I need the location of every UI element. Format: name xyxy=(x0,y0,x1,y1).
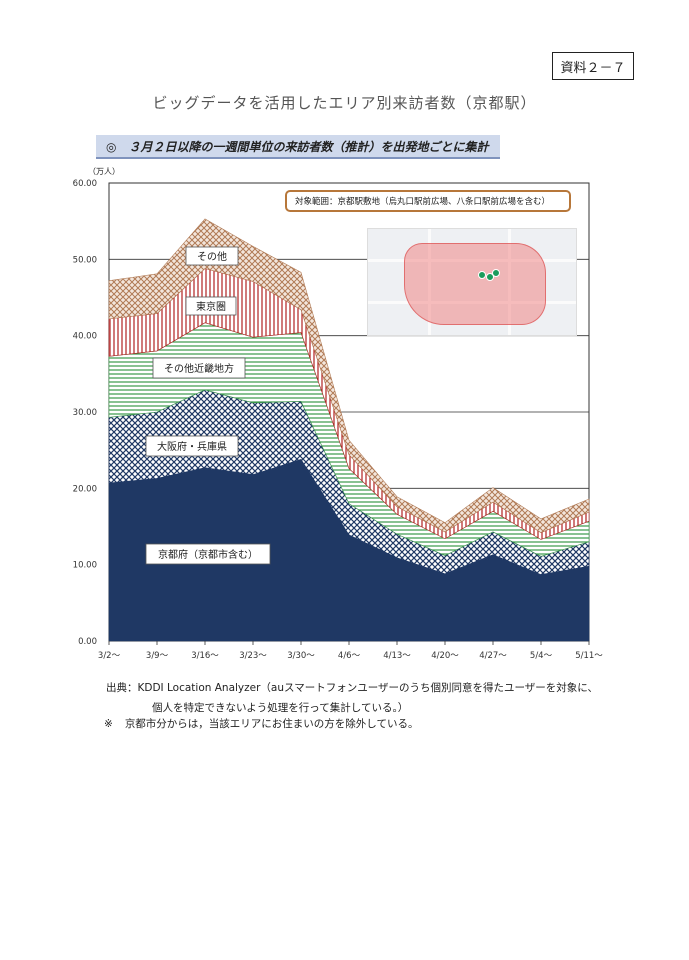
series-label-box xyxy=(145,543,271,565)
document-badge: 資料２－７ xyxy=(552,52,634,80)
y-tick-label: 0.00 xyxy=(78,637,97,647)
y-tick-label: 40.00 xyxy=(73,332,97,342)
series-label: 大阪府・兵庫県 xyxy=(157,440,227,453)
map-pin-icon xyxy=(486,273,494,281)
y-tick-label: 30.00 xyxy=(73,408,97,418)
source-line-1: 出典：KDDI Location Analyzer（auスマートフォンユーザーの… xyxy=(106,682,598,694)
x-tick-label: 3/16～ xyxy=(191,651,219,661)
x-tick-label: 3/9～ xyxy=(146,651,169,661)
y-tick-label: 20.00 xyxy=(73,484,97,494)
note-text: 京都市分からは，当該エリアにお住まいの方を除外している。 xyxy=(124,718,419,730)
x-tick-label: 4/20～ xyxy=(431,651,459,661)
series-labels: 京都府（京都市含む） 大阪府・兵庫県 その他近畿地方 東京圏 その他 xyxy=(145,246,271,565)
series-label-box xyxy=(185,246,239,266)
series-label-box xyxy=(185,296,237,316)
section-header: ◎ ３月２日以降の一週間単位の来訪者数（推計）を出発地ごとに集計 xyxy=(96,135,500,159)
x-tick-label: 4/6～ xyxy=(338,651,361,661)
footnote: ※ 京都市分からは，当該エリアにお住まいの方を除外している。 xyxy=(104,716,419,731)
station-area-highlight xyxy=(404,243,546,325)
series-label: その他 xyxy=(197,250,227,263)
note-mark: ※ xyxy=(104,718,113,730)
y-axis-unit: （万人） xyxy=(88,167,120,176)
series-label: その他近畿地方 xyxy=(164,362,234,375)
x-tick-label: 5/4～ xyxy=(530,651,553,661)
x-tick-label: 4/13～ xyxy=(383,651,411,661)
source-citation: 出典：KDDI Location Analyzer（auスマートフォンユーザーの… xyxy=(106,678,598,718)
area-series xyxy=(108,218,590,533)
x-tick-label: 5/11～ xyxy=(575,651,603,661)
series-label: 京都府（京都市含む） xyxy=(158,548,258,561)
source-line-2: 個人を特定できないよう処理を行って集計している。） xyxy=(152,702,409,714)
y-tick-label: 10.00 xyxy=(73,561,97,571)
map-pin-icon xyxy=(492,269,500,277)
coverage-note: 対象範囲：京都駅敷地（烏丸口駅前広場、八条口駅前広場を含む） xyxy=(285,190,571,212)
x-tick-label: 4/27～ xyxy=(479,651,507,661)
station-map-image xyxy=(367,228,577,336)
x-tick-label: 3/2～ xyxy=(98,651,121,661)
axes: 0.00 10.00 20.00 30.00 40.00 50.00 60.00 3/2～ 3/… xyxy=(73,179,604,661)
x-tick-label: 3/23～ xyxy=(239,651,267,661)
y-tick-label: 50.00 xyxy=(73,255,97,265)
map-pin-icon xyxy=(478,271,486,279)
x-tick-label: 3/30～ xyxy=(287,651,315,661)
page-title: ビッグデータを活用したエリア別来訪者数（京都駅） xyxy=(152,94,537,112)
series-label-box xyxy=(145,435,239,457)
series-label: 東京圏 xyxy=(196,300,226,313)
series-label-box xyxy=(152,357,246,379)
y-tick-label: 60.00 xyxy=(73,179,97,189)
